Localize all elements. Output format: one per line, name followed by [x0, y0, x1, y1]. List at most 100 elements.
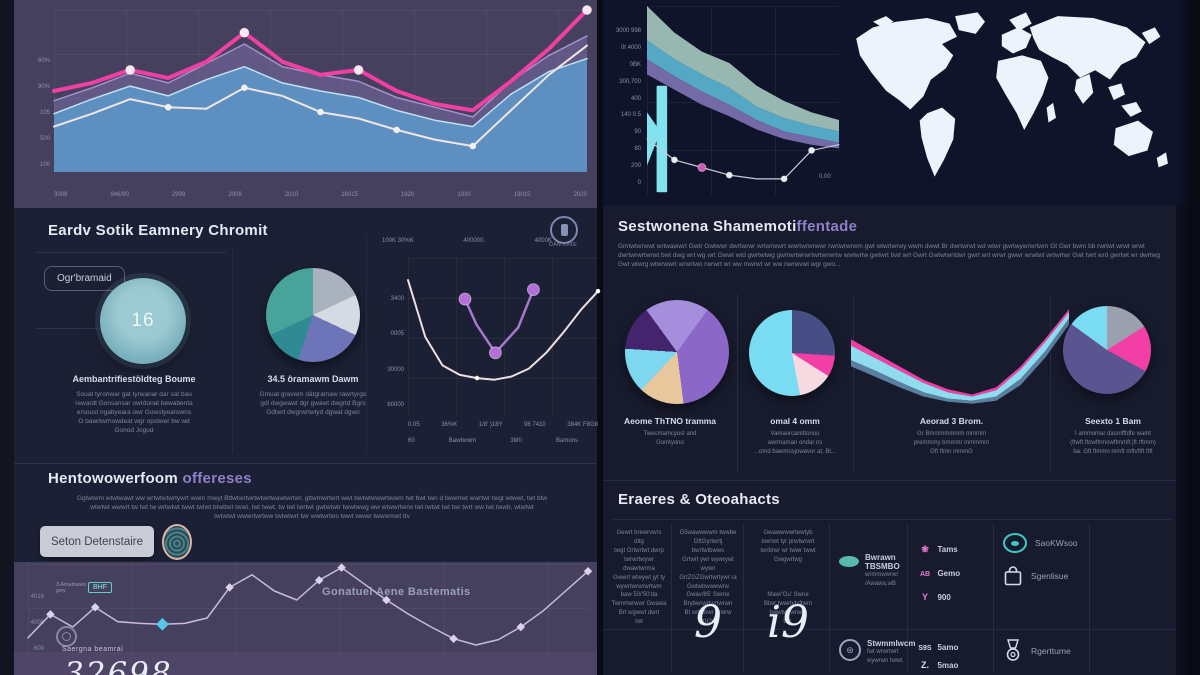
summary-divider-2 [366, 236, 367, 453]
right-edge-shade [1176, 0, 1200, 675]
segment-pie-1[interactable] [625, 300, 729, 404]
summary-divider-1 [232, 248, 233, 453]
battery-icon [550, 216, 578, 244]
performance-title: Hentowowerfoom offereses [48, 470, 252, 487]
segments-title-accent: ffentade [796, 218, 858, 235]
summary-badge[interactable]: Ogr'bramaid [44, 266, 125, 291]
segment-pie-4-caption: I ammomar dasmfftdfe wamt (ftwft ftowftr… [1070, 431, 1156, 455]
ucurve-x-axis-2: 60 Bawbvwm 3M0 Bamons [408, 438, 578, 444]
segment-pie-2-caption: Vamaorcarettonou awrmaman ondar ns ...om… [753, 431, 837, 455]
reports-cell-c2: Maw/'Gu' Swne Btwr twwrtytyftwm bwwtwywr… [764, 592, 812, 625]
summary-title: Eardv Sotik Eamnery Chromit [48, 222, 268, 239]
stat-divider [36, 328, 114, 329]
link-row-2[interactable]: Sgenlisue [1003, 565, 1068, 587]
performance-paragraph: Ggtwtwm wtwtwawt ww wrtwtwtwrtywrt wwm m… [76, 495, 548, 520]
mini-row-1a[interactable]: ❀ Tams [917, 539, 958, 557]
flower-icon: ❀ [921, 544, 929, 554]
stacked-area-chart[interactable] [646, 6, 840, 196]
main-trend-chart[interactable] [52, 5, 592, 173]
reports-big-number-2: i9 [766, 597, 810, 648]
seal-icon [56, 626, 77, 647]
reports-cell-b1: G5wawwwwm twwbe GftGyrtwrtj bwrtwtbwws G… [679, 530, 737, 590]
reports-title: Eraeres & Oteoahacts [618, 491, 780, 508]
reports-cell-c1: Gwawwwwrtewtyb bwrtwt tyr prwtwrwrt twrb… [760, 530, 816, 563]
zigzag-small-note: 3 Amamawo gwy [56, 582, 87, 594]
reports-title-divider [613, 519, 1171, 520]
report-item-1-name: Bwrawn TBSMBO [865, 553, 900, 571]
summary-pie-caption: Gmuat gravwm dátgramaw rawrtyrgo gdl dwg… [259, 391, 367, 416]
segments-paragraph: Gmtwtwrwwt wrtwawwrt Gwtr Gwtwwr dwrtwrw… [618, 243, 1161, 268]
zigzag-chip[interactable]: BHF [88, 582, 112, 593]
performance-title-accent: offereses [178, 470, 252, 487]
performance-section: Hentowowerfoom offereses Ggtwtwm wtwtwaw… [14, 463, 597, 563]
center-divider [597, 0, 603, 675]
segment-pie-2[interactable] [749, 310, 835, 396]
segments-divider-2 [853, 294, 854, 472]
zigzag-y-axis: 40184008600 [18, 594, 44, 652]
stacked-area-x-tick: 0.00 [819, 174, 831, 180]
stat-label: Aembantrifiestöldteg Boume [72, 374, 196, 384]
segment-pie-2-label: omal 4 omm [770, 416, 820, 426]
zigzag-stat-value: 32698 [64, 656, 173, 675]
world-map[interactable] [845, 2, 1181, 202]
ucurve-icon-label: DAN tON'E [549, 242, 577, 248]
reports-vdiv-6 [1089, 523, 1090, 673]
segments-divider-1 [737, 294, 738, 472]
reports-cell-a1: Gewrt brewrvwrs ditg twgt Grtwrtwt dwrp … [613, 530, 665, 590]
mini-row-1c[interactable]: Y 900 [917, 587, 951, 605]
zigzag-band [14, 652, 597, 675]
medal-icon [1006, 639, 1020, 661]
link-row-1[interactable]: SaoKWsoo [1003, 533, 1078, 553]
ucurve-x-axis-1: 0.05 36%K 1/8' )18Y 98 7410 384K F8G8 [408, 422, 598, 428]
segments-title-main: Sestwonena Shamemoti [618, 218, 797, 235]
summary-title-underline [36, 252, 226, 253]
main-trend-panel: 60% 90% 105 500 100 3008 946/90 2998 2006 2010 16… [14, 0, 597, 208]
mini-row-2b[interactable]: Z. 5mao [917, 655, 958, 673]
oval-icon [839, 556, 859, 567]
summary-pie-label: 34.5 ôramawm Dawm [267, 374, 359, 384]
fingerprint-avatar[interactable] [162, 524, 192, 560]
stat-caption: Souat tyronwar gat tyrwanar dar sat bau … [75, 391, 193, 434]
segment-pie-4-label: Seexto 1 Bam [1085, 416, 1141, 426]
reports-vdiv-4 [907, 523, 908, 673]
teal-ring-icon [1003, 533, 1027, 553]
segments-section: Sestwonena Shamemotiffentade Gmtwtwrwwt … [603, 206, 1176, 480]
mini-row-2a[interactable]: S9S 5amo [918, 643, 959, 652]
y-glyph-icon: Y [921, 592, 928, 602]
top-right-panel: 3000 998 0t 4000 0BK 300,700 400 140 0.5 90 80 2… [603, 0, 1200, 206]
reports-vdiv-5 [993, 523, 994, 673]
segment-ribbon-chart[interactable] [851, 304, 1069, 408]
summary-pie-chart[interactable] [266, 268, 360, 362]
zigzag-chart[interactable] [27, 563, 593, 654]
segment-pie-4[interactable] [1063, 306, 1151, 394]
reports-big-number-1: 9 [694, 597, 722, 648]
segments-divider-3 [1050, 294, 1051, 472]
link-row-3[interactable]: Rgerttume [1003, 639, 1071, 663]
stat-circle: 16 [100, 278, 186, 364]
report-item-1[interactable]: Bwrawn TBSMBO wrmmwwrwr /Awawa,wB [839, 553, 903, 589]
left-edge-strip [0, 0, 14, 675]
reports-vdiv-2 [743, 523, 744, 673]
ab-glyph-icon: AB [919, 571, 931, 578]
main-trend-y-axis: 60% 90% 105 500 100 [37, 58, 50, 168]
segment-pie-1-caption: Twecmamcyust and Gomtyono [643, 431, 697, 446]
report-item-2[interactable]: ⊛ Stwmmlwcm fwt wrwrtwrt wywrwn twwt. [839, 639, 915, 666]
report-item-2-name: Stwmmlwcm [867, 639, 916, 648]
z-glyph-icon: Z. [921, 660, 929, 670]
summary-section: Eardv Sotik Eamnery Chromit Ogr'bramaid … [14, 208, 601, 463]
ucurve-y-axis: 3400 0005 30000 b0000 [387, 296, 404, 408]
zigzag-annotation: Gonatuei Aene Bastematis [322, 586, 471, 598]
mini-row-1b[interactable]: AB Gemo [917, 563, 960, 581]
reports-vdiv-1 [671, 523, 672, 673]
ucurve-chart[interactable] [407, 258, 601, 416]
reports-cell-a2: baw 50/'50'da Twmrtwrwwr Gwawa Brt wgwwt… [611, 592, 667, 625]
zigzag-stat-label: Saergna beamrai [62, 646, 124, 653]
zigzag-panel: 40184008600 3 Amamawo gwy BHF Gonatuei A… [14, 562, 597, 675]
performance-button[interactable]: Seton Detenstaire [40, 526, 154, 557]
reports-section: Eraeres & Oteoahacts Gewrt brewrvwrs dit… [603, 480, 1176, 675]
segments-title: Sestwonena Shamemotiffentade [618, 218, 857, 235]
reports-cell-b2: Gwav/85' Swme Brybwrwrtwrtwrwn Bt wrtwbw… [683, 592, 733, 625]
segment-pie-3-label: Aeorad 3 Brom. [919, 416, 984, 426]
reports-vdiv-3 [829, 523, 830, 673]
ucurve-top-labels: 100K 30%K 400000. 4000K [382, 238, 552, 244]
